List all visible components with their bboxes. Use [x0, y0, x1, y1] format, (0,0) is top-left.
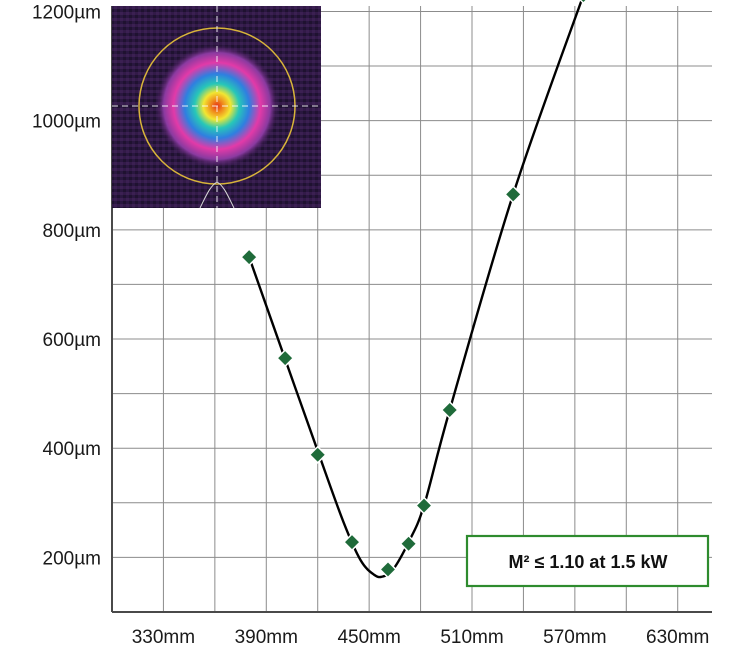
x-tick-label: 570mm: [543, 627, 606, 648]
x-tick-label: 330mm: [132, 627, 195, 648]
x-tick-labels: 330mm 390mm 450mm 510mm 570mm 630mm: [132, 627, 710, 648]
x-tick-label: 510mm: [440, 627, 503, 648]
annotation-text: M² ≤ 1.10 at 1.5 kW: [509, 552, 668, 572]
data-point: [240, 248, 259, 267]
x-tick-label: 630mm: [646, 627, 709, 648]
x-tick-label: 450mm: [337, 627, 400, 648]
data-point: [504, 185, 523, 204]
y-tick-labels: 200µm 400µm 600µm 800µm 1000µm 1200µm: [32, 2, 101, 569]
y-tick-label: 1200µm: [32, 2, 101, 23]
data-point: [342, 533, 362, 552]
data-point: [414, 496, 434, 515]
annotation-border: [465, 534, 710, 588]
data-point: [440, 400, 459, 420]
y-tick-label: 400µm: [43, 439, 101, 460]
y-tick-label: 800µm: [43, 221, 101, 242]
y-tick-label: 600µm: [43, 330, 101, 351]
data-points: [240, 0, 588, 579]
inset-profile-trace: [199, 181, 235, 209]
y-tick-label: 200µm: [43, 548, 101, 569]
data-point: [579, 0, 588, 5]
y-tick-label: 1000µm: [32, 112, 101, 133]
annotation-box: M² ≤ 1.10 at 1.5 kW: [465, 534, 710, 588]
data-point: [378, 560, 398, 579]
beam-profile-inset: [112, 6, 321, 209]
data-point: [276, 349, 295, 368]
x-tick-label: 390mm: [235, 627, 298, 648]
data-point: [308, 445, 327, 464]
data-point: [399, 534, 418, 553]
